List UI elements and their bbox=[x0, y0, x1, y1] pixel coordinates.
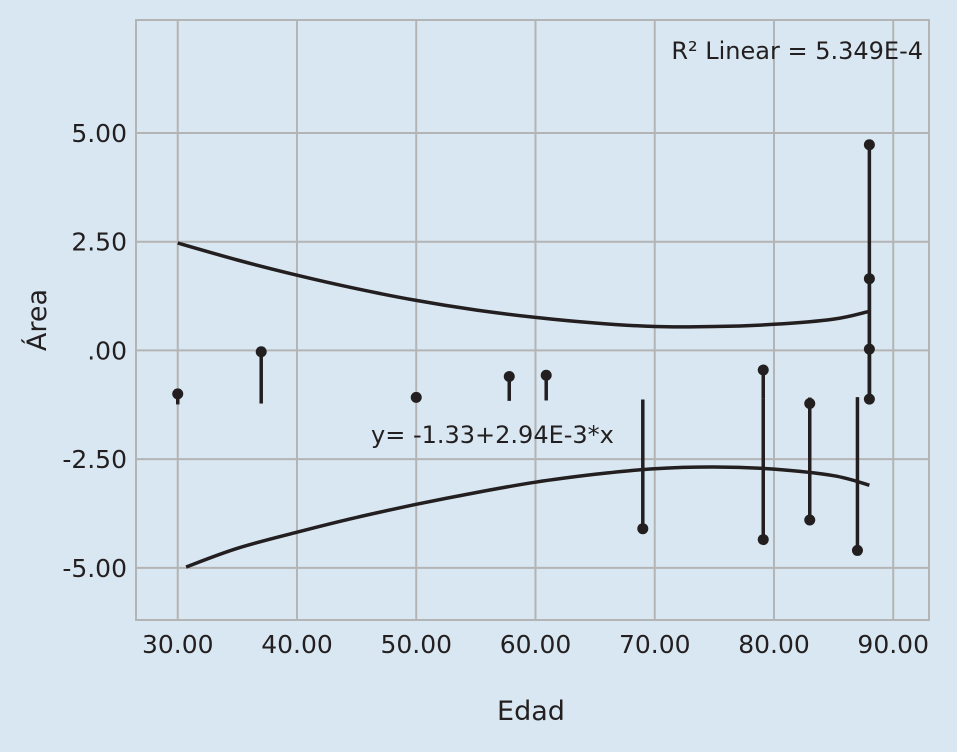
grid-lines bbox=[135, 19, 930, 621]
r2-annotation: R² Linear = 5.349E-4 bbox=[671, 37, 923, 65]
regression-equation-label: y= -1.33+2.94E-3*x bbox=[371, 421, 614, 449]
data-point bbox=[757, 364, 769, 376]
y-tick-label: -5.00 bbox=[62, 554, 127, 583]
lower-confidence-curve bbox=[185, 465, 870, 569]
data-point bbox=[637, 523, 649, 535]
data-point bbox=[863, 273, 875, 285]
x-tick-label: 40.00 bbox=[261, 630, 333, 659]
x-tick-label: 80.00 bbox=[738, 630, 810, 659]
y-axis-label: Área bbox=[21, 289, 53, 351]
x-tick-label: 70.00 bbox=[619, 630, 691, 659]
data-point bbox=[757, 534, 769, 546]
upper-confidence-curve bbox=[177, 241, 870, 329]
data-points bbox=[172, 139, 875, 556]
y-tick-labels: 5.00 2.50 .00 -2.50 -5.00 bbox=[62, 119, 127, 583]
data-point bbox=[863, 139, 875, 151]
data-point bbox=[863, 343, 875, 355]
y-tick-label: 2.50 bbox=[71, 228, 127, 257]
y-tick-label: .00 bbox=[87, 336, 127, 365]
x-tick-label: 90.00 bbox=[857, 630, 929, 659]
data-point bbox=[851, 544, 863, 556]
x-axis-label: Edad bbox=[497, 696, 565, 727]
data-point bbox=[804, 514, 816, 526]
plot-frame bbox=[135, 19, 930, 621]
residual-stems bbox=[175, 144, 872, 551]
data-point bbox=[503, 371, 515, 383]
data-point bbox=[863, 393, 875, 405]
x-tick-labels: 30.00 40.00 50.00 60.00 70.00 80.00 90.00 bbox=[142, 630, 929, 659]
y-tick-label: 5.00 bbox=[71, 119, 127, 148]
data-point bbox=[410, 391, 422, 403]
x-tick-label: 50.00 bbox=[380, 630, 452, 659]
y-tick-label: -2.50 bbox=[62, 445, 127, 474]
x-tick-label: 30.00 bbox=[142, 630, 214, 659]
data-point bbox=[804, 397, 816, 409]
data-point bbox=[255, 346, 267, 358]
data-point bbox=[172, 388, 184, 400]
data-point bbox=[540, 369, 552, 381]
confidence-curves bbox=[177, 241, 870, 569]
x-tick-label: 60.00 bbox=[500, 630, 572, 659]
